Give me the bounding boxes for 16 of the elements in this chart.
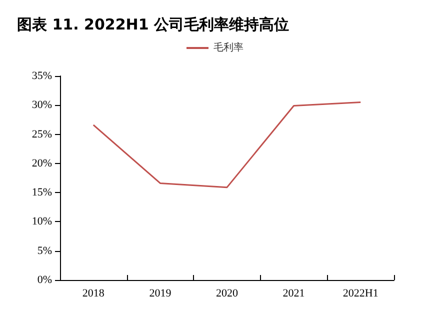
chart-title: 图表 11. 2022H1 公司毛利率维持高位: [17, 16, 289, 34]
y-tick-label: 10%: [32, 216, 52, 228]
line-series: [92, 101, 362, 188]
y-tick-label: 0%: [37, 274, 52, 286]
y-tick-label: 15%: [32, 186, 52, 199]
legend-label: 毛利率: [214, 42, 244, 54]
y-tick-label: 20%: [32, 157, 52, 170]
y-tick-label: 30%: [32, 99, 52, 112]
x-tick-label: 2019: [149, 288, 172, 300]
x-tick-label: 2018: [82, 288, 105, 300]
x-tick-label: 2022H1: [342, 288, 378, 300]
x-tick-label: 2021: [282, 288, 305, 300]
y-tick-label: 25%: [32, 128, 52, 140]
x-tick-label: 2020: [216, 288, 238, 300]
y-tick-label: 35%: [32, 70, 52, 82]
y-tick-label: 5%: [37, 244, 52, 257]
